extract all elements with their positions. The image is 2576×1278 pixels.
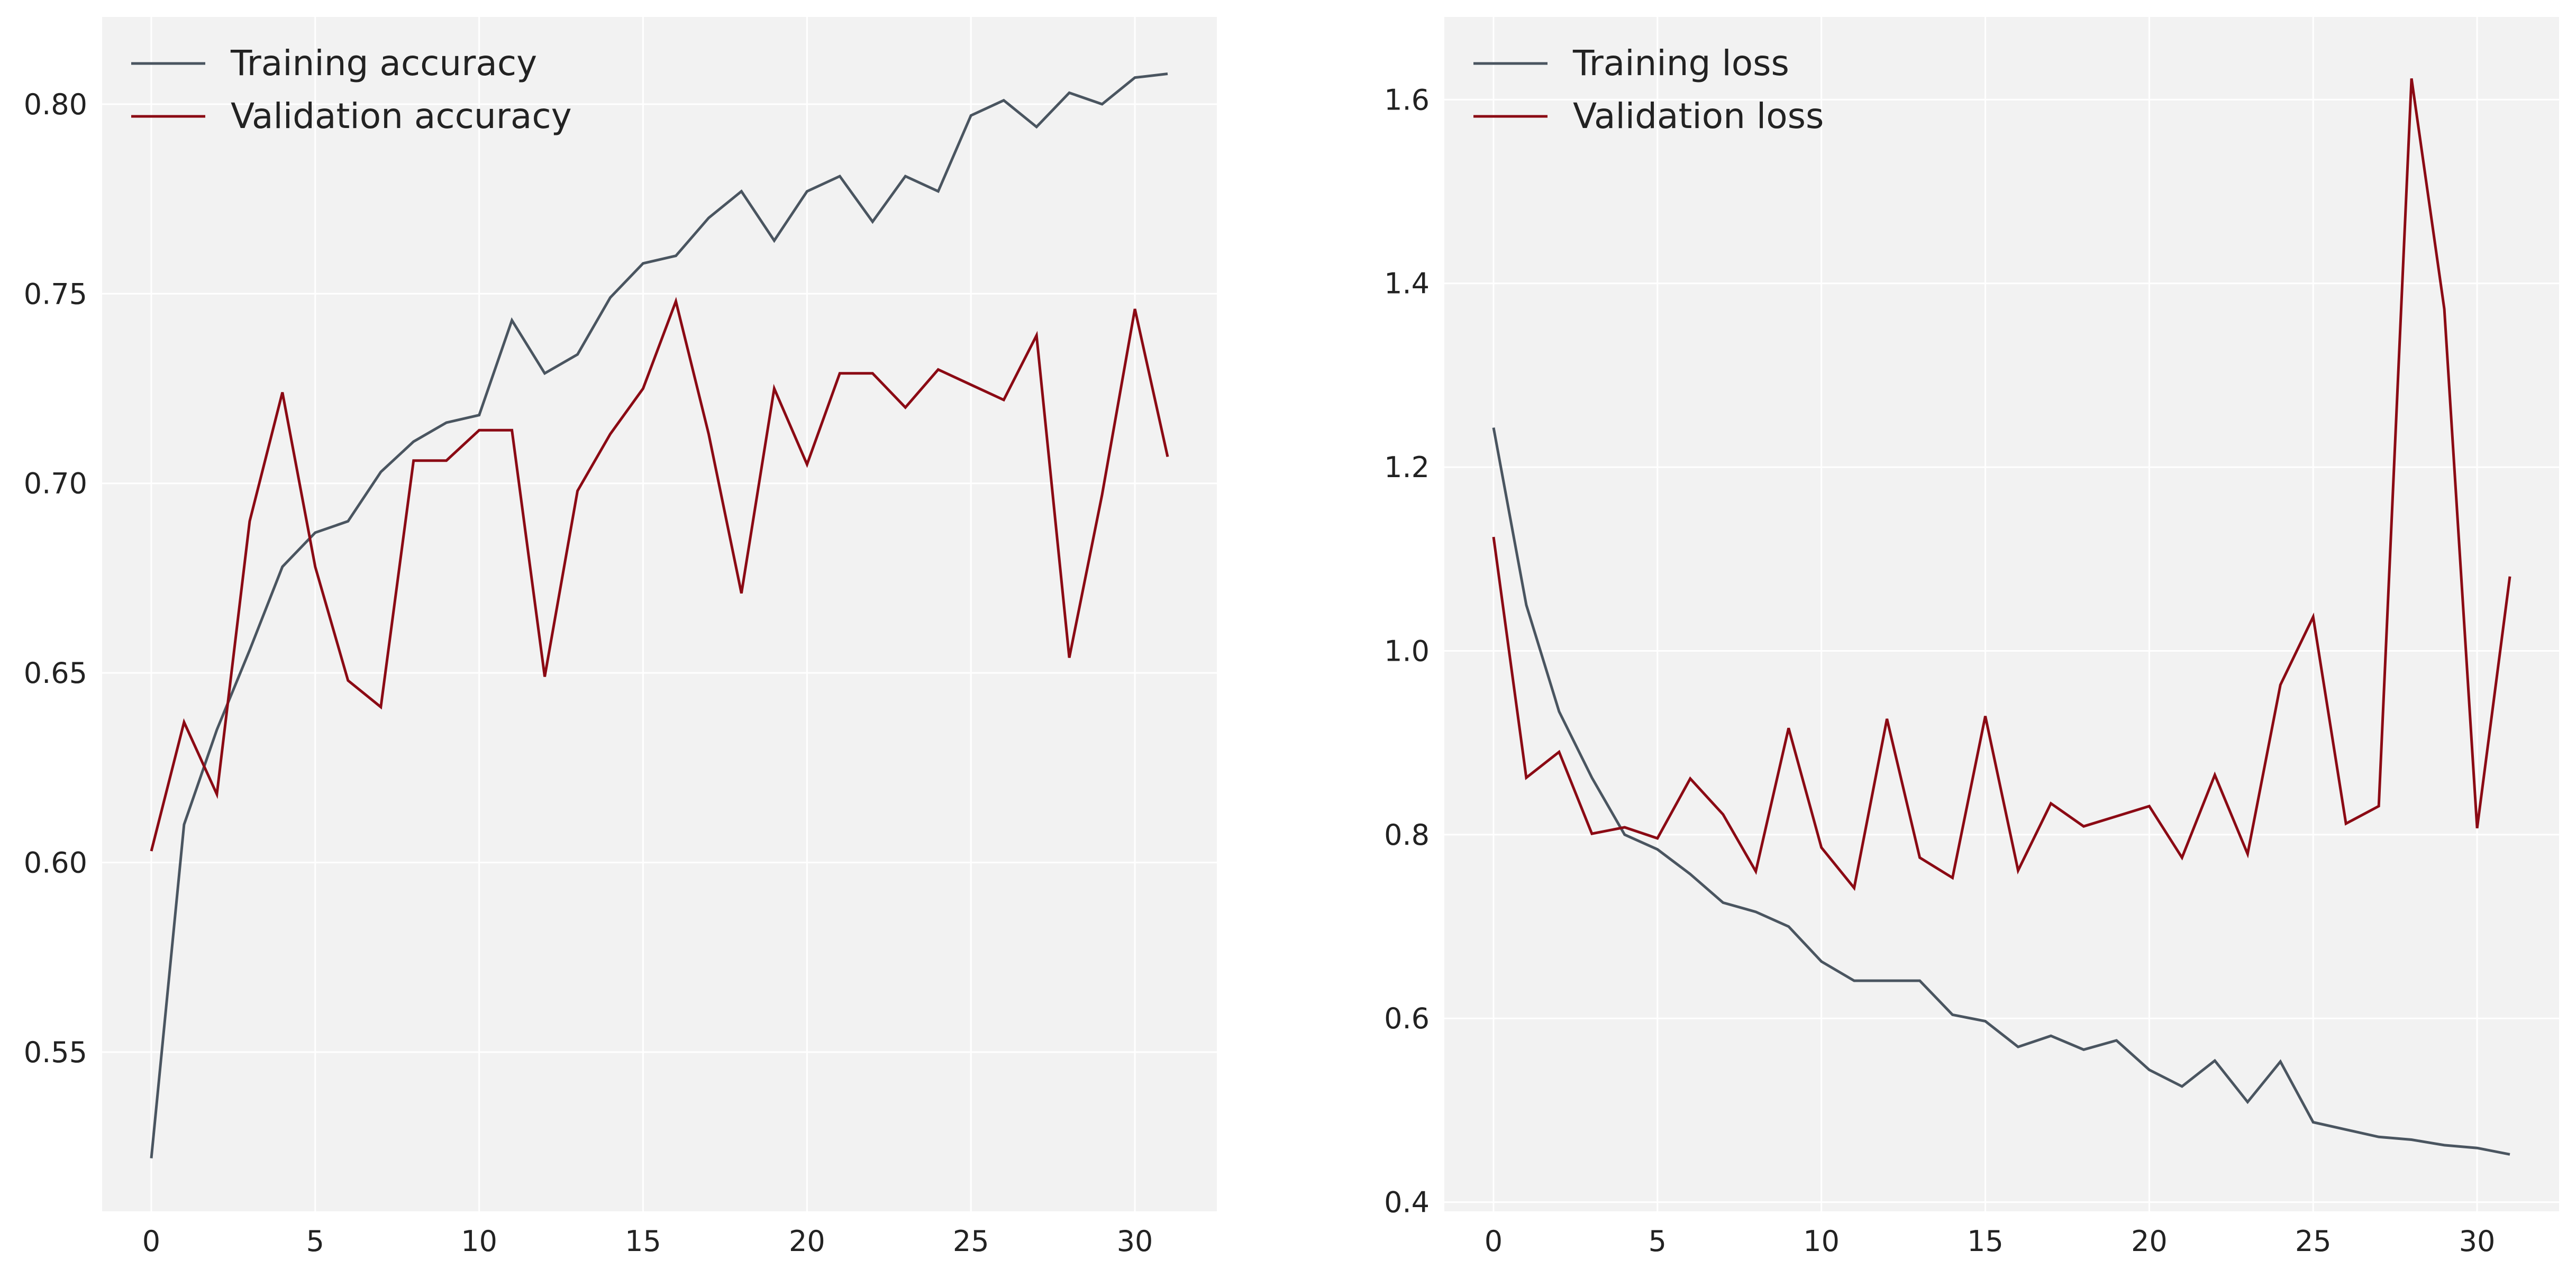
x-tick-label: 15 bbox=[625, 1225, 661, 1258]
legend-label: Training accuracy bbox=[230, 43, 537, 84]
legend-label: Validation loss bbox=[1573, 96, 1824, 136]
chart-panel-loss: 0 5 10 15 20 25 30 0.4 0.6 0.8 1.0 1.2 1.4 1.6 Trainin… bbox=[1384, 17, 2559, 1258]
x-tick-label: 0 bbox=[1485, 1225, 1503, 1258]
y-tick-label: 0.60 bbox=[24, 846, 87, 880]
x-tick-label: 0 bbox=[142, 1225, 160, 1258]
x-tick-label: 20 bbox=[2131, 1225, 2168, 1258]
series-line-training-accuracy bbox=[150, 72, 1168, 1158]
x-tick-label: 15 bbox=[1967, 1225, 2004, 1258]
y-tick-label: 0.75 bbox=[24, 277, 87, 311]
chart-panel-accuracy: 0 5 10 15 20 25 30 0.55 0.60 0.65 0.70 0.75 0.80 Trai… bbox=[24, 17, 1217, 1258]
x-tick-label: 20 bbox=[789, 1225, 825, 1258]
y-tick-label: 0.8 bbox=[1384, 818, 1430, 852]
y-tick-label: 1.0 bbox=[1384, 634, 1430, 668]
legend-label: Training loss bbox=[1572, 43, 1789, 84]
y-tick-label: 0.4 bbox=[1384, 1186, 1430, 1219]
x-tick-label: 10 bbox=[461, 1225, 497, 1258]
x-tick-label: 5 bbox=[1649, 1225, 1667, 1258]
grid-accuracy bbox=[102, 17, 1217, 1211]
series-line-training-loss bbox=[1492, 427, 2510, 1156]
series-line-validation-accuracy bbox=[150, 297, 1169, 852]
x-tick-label: 25 bbox=[2295, 1225, 2332, 1258]
x-tick-label: 30 bbox=[2459, 1225, 2496, 1258]
y-tick-label: 0.80 bbox=[24, 88, 87, 121]
legend-loss: Training loss Validation loss bbox=[1473, 43, 1824, 136]
x-tick-label: 30 bbox=[1117, 1225, 1153, 1258]
legend-label: Validation accuracy bbox=[231, 96, 572, 136]
plot-area-loss bbox=[1444, 17, 2559, 1211]
y-tick-label: 1.6 bbox=[1384, 83, 1430, 116]
grid-loss bbox=[1444, 17, 2559, 1211]
legend-accuracy: Training accuracy Validation accuracy bbox=[131, 43, 572, 136]
y-tick-label: 0.70 bbox=[24, 467, 87, 500]
x-tick-label: 25 bbox=[953, 1225, 989, 1258]
x-tick-label: 10 bbox=[1803, 1225, 1840, 1258]
y-tick-label: 1.4 bbox=[1384, 267, 1430, 300]
plot-area-accuracy bbox=[102, 17, 1217, 1211]
x-tick-label: 5 bbox=[306, 1225, 324, 1258]
y-tick-label: 0.6 bbox=[1384, 1002, 1430, 1035]
series-line-validation-loss bbox=[1492, 78, 2511, 891]
y-tick-label: 1.2 bbox=[1384, 451, 1430, 484]
y-tick-label: 0.55 bbox=[24, 1036, 87, 1069]
y-tick-label: 0.65 bbox=[24, 656, 87, 690]
